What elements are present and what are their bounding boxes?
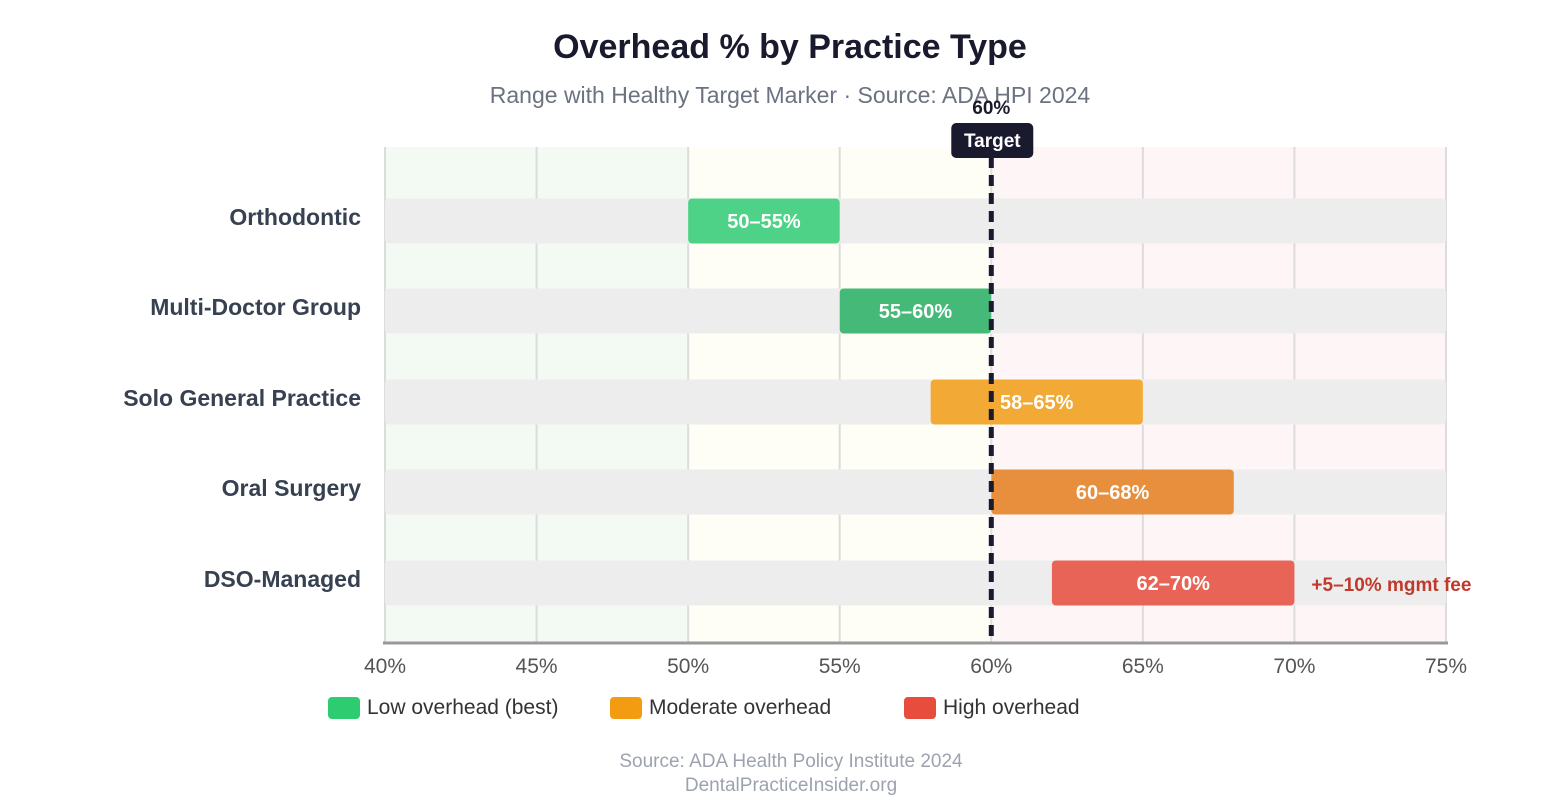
target-label: Target — [964, 131, 1021, 152]
legend-label-moderate: Moderate overhead — [649, 696, 832, 719]
chart-title: Overhead % by Practice Type — [553, 28, 1027, 66]
track — [385, 469, 1446, 515]
x-tick-label: 55% — [819, 655, 861, 678]
x-tick-label: 40% — [364, 655, 406, 678]
range-bar — [930, 379, 1143, 425]
range-bar — [991, 469, 1234, 515]
legend-label-high: High overhead — [943, 696, 1080, 719]
category-label: DSO-Managed — [204, 566, 361, 592]
bar-label: 50–55% — [727, 211, 801, 233]
range-bar — [839, 288, 992, 334]
chart-subtitle: Range with Healthy Target Marker · Sourc… — [489, 82, 1091, 108]
legend-swatch-low — [328, 697, 360, 719]
category-label: Oral Surgery — [222, 475, 362, 501]
chart-footer: Source: ADA Health Policy Institute 2024… — [0, 750, 1560, 798]
range-bar — [1051, 560, 1295, 606]
range-bar — [688, 198, 840, 244]
bar-label: 62–70% — [1136, 573, 1210, 595]
legend-item-high: High overhead — [904, 696, 1080, 720]
category-label: Multi-Doctor Group — [150, 294, 361, 320]
x-tick-label: 45% — [516, 655, 558, 678]
x-tick-label: 75% — [1425, 655, 1467, 678]
x-tick-label: 65% — [1122, 655, 1164, 678]
x-tick-label: 50% — [667, 655, 709, 678]
bar-label: 58–65% — [1000, 392, 1074, 414]
bar-label: 60–68% — [1076, 482, 1150, 504]
legend-label-low: Low overhead (best) — [367, 696, 559, 719]
target-badge — [951, 123, 1034, 158]
legend-swatch-moderate — [610, 697, 642, 719]
target-value-label: 60% — [972, 98, 1010, 119]
annotation-label: +5–10% mgmt fee — [1311, 575, 1471, 596]
bar-label: 55–60% — [879, 301, 953, 323]
legend-swatch-high — [904, 697, 936, 719]
footer-site: DentalPracticeInsider.org — [684, 775, 898, 796]
track — [385, 379, 1446, 425]
x-tick-label: 60% — [970, 655, 1012, 678]
x-tick-label: 70% — [1273, 655, 1315, 678]
legend-item-moderate: Moderate overhead — [610, 696, 831, 720]
category-label: Orthodontic — [229, 204, 361, 230]
track — [385, 198, 1446, 244]
category-label: Solo General Practice — [123, 385, 361, 411]
legend-item-low: Low overhead (best) — [328, 696, 558, 720]
footer-source: Source: ADA Health Policy Institute 2024 — [619, 751, 963, 772]
